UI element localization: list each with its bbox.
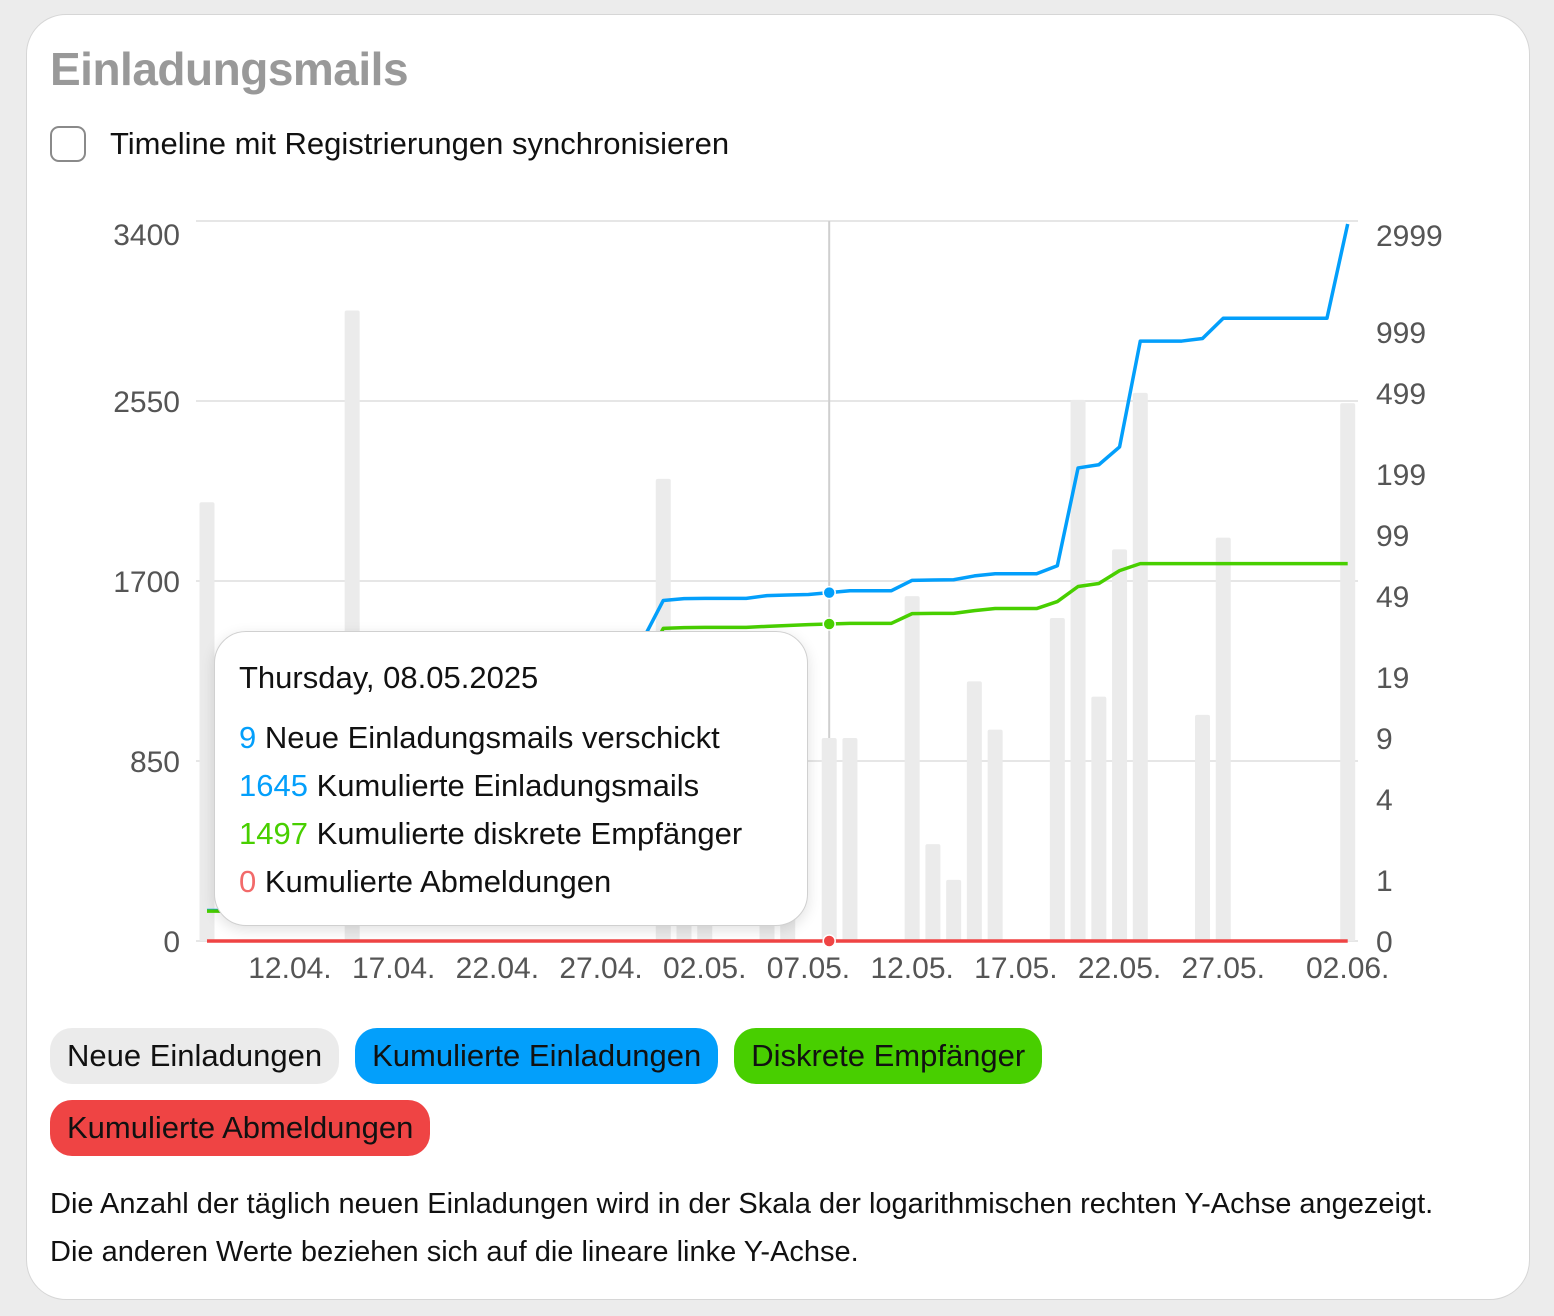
- right-axis-tick-label: 2999: [1376, 220, 1443, 253]
- hover-dot-discrete-recipients: [822, 617, 836, 631]
- tooltip-value: 9: [239, 720, 257, 755]
- chart-tooltip: Thursday, 08.05.2025 9 Neue Einladungsma…: [214, 631, 808, 926]
- right-axis-tick-label: 0: [1376, 926, 1393, 959]
- tooltip-row-cumulative: 1645 Kumulierte Einladungsmails: [239, 762, 783, 810]
- sync-checkbox[interactable]: [50, 126, 86, 162]
- tooltip-label: Kumulierte diskrete Empfänger: [316, 816, 743, 851]
- x-axis-tick-label: 07.05.: [767, 952, 850, 985]
- tooltip-label: Neue Einladungsmails verschickt: [264, 720, 720, 755]
- sync-checkbox-label: Timeline mit Registrierungen synchronisi…: [110, 126, 730, 161]
- tooltip-value: 1497: [239, 816, 308, 851]
- x-axis-tick-label: 27.05.: [1182, 952, 1265, 985]
- bar-new-invitations: [987, 729, 1003, 941]
- x-axis-tick-label: 17.05.: [974, 952, 1057, 985]
- bar-new-invitations: [1091, 696, 1107, 941]
- x-axis-tick-label: 12.05.: [870, 952, 953, 985]
- tooltip-label: Kumulierte Abmeldungen: [264, 864, 612, 899]
- x-axis-tick-label: 17.04.: [352, 952, 435, 985]
- x-axis-tick-label: 02.06.: [1306, 952, 1389, 985]
- left-axis-tick-label: 2550: [113, 386, 180, 419]
- right-axis-tick-label: 999: [1376, 317, 1426, 350]
- bar-new-invitations: [1112, 549, 1128, 941]
- right-axis-tick-label: 19: [1376, 662, 1409, 695]
- bar-new-invitations: [1132, 392, 1148, 941]
- legend-new-invitations[interactable]: Neue Einladungen: [50, 1028, 340, 1084]
- right-axis-tick-label: 199: [1376, 459, 1426, 492]
- bar-new-invitations: [904, 596, 920, 941]
- chart-legend: Neue Einladungen Kumulierte Einladungen …: [50, 1028, 1250, 1156]
- invitation-chart[interactable]: 0850170025503400014919499919949999929991…: [0, 0, 1554, 1010]
- bar-new-invitations: [946, 879, 962, 941]
- bar-new-invitations: [199, 502, 215, 941]
- chart-description: Die Anzahl der täglich neuen Einladungen…: [50, 1188, 1434, 1268]
- sync-timeline-toggle[interactable]: Timeline mit Registrierungen synchronisi…: [50, 126, 729, 162]
- bar-new-invitations: [821, 738, 837, 941]
- legend-cumulative-invitations[interactable]: Kumulierte Einladungen: [355, 1028, 719, 1084]
- axes: 0850170025503400014919499919949999929991…: [113, 219, 1443, 985]
- x-axis-tick-label: 02.05.: [663, 952, 746, 985]
- right-axis-tick-label: 9: [1376, 723, 1393, 756]
- left-axis-tick-label: 3400: [113, 219, 180, 252]
- x-axis-tick-label: 22.05.: [1078, 952, 1161, 985]
- x-axis-tick-label: 27.04.: [559, 952, 642, 985]
- right-axis-tick-label: 499: [1376, 378, 1426, 411]
- tooltip-row-new: 9 Neue Einladungsmails verschickt: [239, 714, 783, 762]
- tooltip-row-unsubscribes: 0 Kumulierte Abmeldungen: [239, 858, 783, 906]
- left-axis-tick-label: 0: [163, 926, 180, 959]
- bar-new-invitations: [842, 738, 858, 941]
- bar-new-invitations: [1195, 714, 1211, 941]
- right-axis-tick-label: 4: [1376, 784, 1393, 817]
- hover-dot-cumulative-invitations: [822, 585, 836, 600]
- card-title: Einladungsmails: [50, 43, 409, 95]
- tooltip-value: 0: [239, 864, 257, 899]
- right-axis-tick-label: 49: [1376, 581, 1409, 614]
- bar-new-invitations: [1215, 537, 1231, 941]
- tooltip-date: Thursday, 08.05.2025: [239, 660, 539, 695]
- left-axis-tick-label: 1700: [113, 566, 180, 599]
- bar-new-invitations: [925, 844, 941, 941]
- right-axis-tick-label: 99: [1376, 520, 1409, 553]
- bar-new-invitations: [1070, 399, 1086, 941]
- x-axis-tick-label: 22.04.: [456, 952, 539, 985]
- tooltip-row-recipients: 1497 Kumulierte diskrete Empfänger: [239, 810, 783, 858]
- legend-cumulative-unsubscribes[interactable]: Kumulierte Abmeldungen: [50, 1100, 431, 1156]
- new-invitations-bars: [199, 310, 1356, 941]
- legend-discrete-recipients[interactable]: Diskrete Empfänger: [734, 1028, 1043, 1084]
- hover-dot-cumulative-unsubscribes: [822, 934, 836, 948]
- x-axis-tick-label: 12.04.: [248, 952, 331, 985]
- bar-new-invitations: [1049, 618, 1065, 941]
- right-axis-tick-label: 1: [1376, 865, 1393, 898]
- tooltip-value: 1645: [239, 768, 308, 803]
- bar-new-invitations: [1340, 403, 1356, 941]
- tooltip-label: Kumulierte Einladungsmails: [316, 768, 700, 803]
- bar-new-invitations: [966, 681, 982, 941]
- left-axis-tick-label: 850: [130, 746, 180, 779]
